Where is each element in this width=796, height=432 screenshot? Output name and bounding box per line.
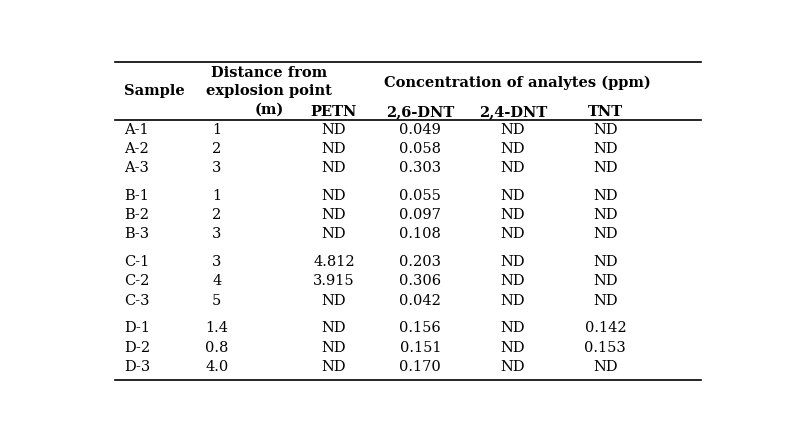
Text: 4.812: 4.812 bbox=[313, 255, 355, 269]
Text: C-1: C-1 bbox=[124, 255, 150, 269]
Text: ND: ND bbox=[501, 228, 525, 241]
Text: 5: 5 bbox=[212, 294, 221, 308]
Text: C-3: C-3 bbox=[124, 294, 150, 308]
Text: 1.4: 1.4 bbox=[205, 321, 228, 335]
Text: ND: ND bbox=[593, 142, 618, 156]
Text: 0.8: 0.8 bbox=[205, 340, 228, 355]
Text: 3: 3 bbox=[212, 228, 221, 241]
Text: 0.042: 0.042 bbox=[400, 294, 441, 308]
Text: 0.097: 0.097 bbox=[400, 208, 441, 222]
Text: 0.108: 0.108 bbox=[400, 228, 441, 241]
Text: ND: ND bbox=[322, 123, 346, 137]
Text: Concentration of analytes (ppm): Concentration of analytes (ppm) bbox=[384, 75, 651, 89]
Text: A-1: A-1 bbox=[124, 123, 149, 137]
Text: ND: ND bbox=[501, 274, 525, 289]
Text: 0.055: 0.055 bbox=[400, 189, 441, 203]
Text: PETN: PETN bbox=[310, 105, 357, 119]
Text: ND: ND bbox=[322, 340, 346, 355]
Text: ND: ND bbox=[322, 208, 346, 222]
Text: 3.915: 3.915 bbox=[313, 274, 355, 289]
Text: ND: ND bbox=[593, 274, 618, 289]
Text: B-1: B-1 bbox=[124, 189, 149, 203]
Text: ND: ND bbox=[322, 161, 346, 175]
Text: 3: 3 bbox=[212, 161, 221, 175]
Text: ND: ND bbox=[322, 294, 346, 308]
Text: 1: 1 bbox=[213, 123, 221, 137]
Text: ND: ND bbox=[593, 294, 618, 308]
Text: ND: ND bbox=[593, 189, 618, 203]
Text: B-3: B-3 bbox=[124, 228, 150, 241]
Text: ND: ND bbox=[501, 123, 525, 137]
Text: ND: ND bbox=[322, 228, 346, 241]
Text: ND: ND bbox=[501, 189, 525, 203]
Text: 4: 4 bbox=[212, 274, 221, 289]
Text: D-3: D-3 bbox=[124, 360, 150, 374]
Text: ND: ND bbox=[322, 142, 346, 156]
Text: 0.306: 0.306 bbox=[400, 274, 441, 289]
Text: ND: ND bbox=[593, 161, 618, 175]
Text: 0.058: 0.058 bbox=[400, 142, 441, 156]
Text: 2: 2 bbox=[212, 142, 221, 156]
Text: 1: 1 bbox=[213, 189, 221, 203]
Text: ND: ND bbox=[593, 208, 618, 222]
Text: D-2: D-2 bbox=[124, 340, 150, 355]
Text: TNT: TNT bbox=[587, 105, 623, 119]
Text: ND: ND bbox=[501, 161, 525, 175]
Text: 0.303: 0.303 bbox=[400, 161, 441, 175]
Text: C-2: C-2 bbox=[124, 274, 150, 289]
Text: ND: ND bbox=[501, 142, 525, 156]
Text: ND: ND bbox=[501, 360, 525, 374]
Text: Distance from
explosion point
(m): Distance from explosion point (m) bbox=[206, 66, 332, 116]
Text: 4.0: 4.0 bbox=[205, 360, 228, 374]
Text: ND: ND bbox=[501, 208, 525, 222]
Text: ND: ND bbox=[593, 228, 618, 241]
Text: 0.142: 0.142 bbox=[584, 321, 626, 335]
Text: ND: ND bbox=[593, 123, 618, 137]
Text: Sample: Sample bbox=[124, 84, 185, 98]
Text: 0.153: 0.153 bbox=[584, 340, 626, 355]
Text: ND: ND bbox=[501, 255, 525, 269]
Text: D-1: D-1 bbox=[124, 321, 150, 335]
Text: 0.049: 0.049 bbox=[400, 123, 441, 137]
Text: 2: 2 bbox=[212, 208, 221, 222]
Text: B-2: B-2 bbox=[124, 208, 149, 222]
Text: A-3: A-3 bbox=[124, 161, 149, 175]
Text: ND: ND bbox=[501, 340, 525, 355]
Text: 0.170: 0.170 bbox=[400, 360, 441, 374]
Text: 2,6-DNT: 2,6-DNT bbox=[386, 105, 455, 119]
Text: 0.151: 0.151 bbox=[400, 340, 441, 355]
Text: 0.156: 0.156 bbox=[400, 321, 441, 335]
Text: ND: ND bbox=[322, 360, 346, 374]
Text: ND: ND bbox=[593, 360, 618, 374]
Text: 0.203: 0.203 bbox=[400, 255, 441, 269]
Text: ND: ND bbox=[501, 294, 525, 308]
Text: 3: 3 bbox=[212, 255, 221, 269]
Text: A-2: A-2 bbox=[124, 142, 149, 156]
Text: ND: ND bbox=[501, 321, 525, 335]
Text: 2,4-DNT: 2,4-DNT bbox=[478, 105, 547, 119]
Text: ND: ND bbox=[322, 321, 346, 335]
Text: ND: ND bbox=[593, 255, 618, 269]
Text: ND: ND bbox=[322, 189, 346, 203]
